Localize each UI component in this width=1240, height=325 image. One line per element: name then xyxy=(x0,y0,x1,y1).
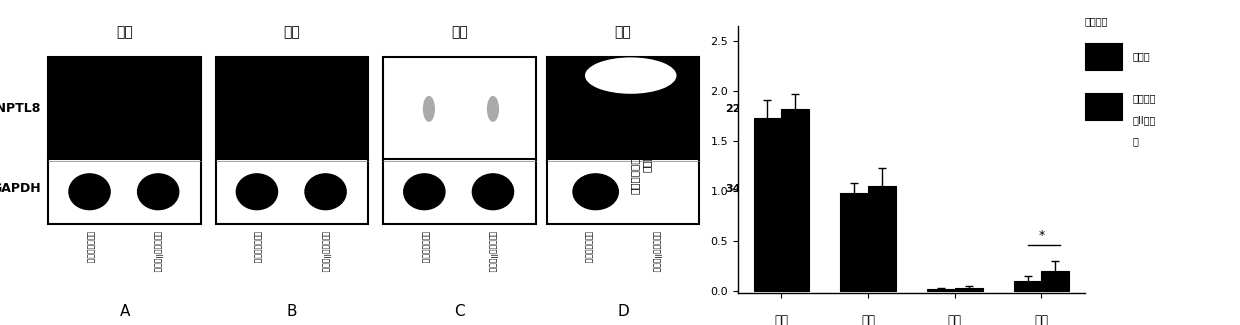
Text: 血管: 血管 xyxy=(615,25,631,40)
Ellipse shape xyxy=(237,174,278,210)
Bar xyxy=(547,159,699,224)
Bar xyxy=(841,193,868,291)
Text: 心脏: 心脏 xyxy=(451,25,467,40)
Text: 血管紧张素II灌注组: 血管紧张素II灌注组 xyxy=(652,231,661,272)
Text: 组: 组 xyxy=(1132,136,1138,146)
Ellipse shape xyxy=(487,96,498,122)
Text: 肾脏: 肾脏 xyxy=(861,314,875,325)
Bar xyxy=(1085,43,1122,70)
Text: 肝脏: 肝脏 xyxy=(774,314,789,325)
Bar xyxy=(216,159,368,224)
Bar xyxy=(48,57,201,161)
Bar xyxy=(955,288,982,291)
Text: 血管生成素样品蛋白8的
表达水平: 血管生成素样品蛋白8的 表达水平 xyxy=(630,125,651,194)
Text: 生理盐水灌注组: 生理盐水灌注组 xyxy=(86,231,94,263)
Bar xyxy=(1085,93,1122,120)
Text: 灌注组: 灌注组 xyxy=(1132,51,1151,61)
Bar xyxy=(868,186,895,291)
Text: 生理盐水灌注组: 生理盐水灌注组 xyxy=(253,231,262,263)
Bar xyxy=(383,57,536,161)
Text: A: A xyxy=(119,305,130,319)
Text: 生理盐水灌注组: 生理盐水灌注组 xyxy=(584,231,593,263)
Bar xyxy=(754,118,781,291)
Ellipse shape xyxy=(423,96,435,122)
Text: 血管: 血管 xyxy=(1034,314,1049,325)
Ellipse shape xyxy=(573,174,619,210)
Text: 生理盐水灌注组: 生理盐水灌注组 xyxy=(420,231,429,263)
Bar xyxy=(383,159,536,224)
Text: 肝脏: 肝脏 xyxy=(117,25,133,40)
Text: GAPDH: GAPDH xyxy=(0,182,41,195)
Bar xyxy=(48,159,201,224)
Bar xyxy=(547,57,699,161)
Ellipse shape xyxy=(69,174,110,210)
Text: 34KD: 34KD xyxy=(725,184,759,193)
Bar xyxy=(928,289,955,291)
Text: 肾脏: 肾脏 xyxy=(284,25,300,40)
Ellipse shape xyxy=(138,174,179,210)
Bar xyxy=(216,57,368,161)
Text: *: * xyxy=(1038,228,1044,241)
Bar xyxy=(1042,270,1069,291)
Ellipse shape xyxy=(305,174,346,210)
Text: ANPTL8: ANPTL8 xyxy=(0,102,41,115)
Text: 生理盐水: 生理盐水 xyxy=(1085,16,1109,26)
Ellipse shape xyxy=(585,58,677,94)
Text: 血管紧张素II灌注组: 血管紧张素II灌注组 xyxy=(489,231,497,272)
Text: 血管紧张素II灌注组: 血管紧张素II灌注组 xyxy=(321,231,330,272)
Text: 素II灌注: 素II灌注 xyxy=(1132,115,1156,125)
Text: D: D xyxy=(618,305,629,319)
Bar xyxy=(1014,280,1042,291)
Text: C: C xyxy=(454,305,465,319)
Bar xyxy=(781,109,808,291)
Text: 22KD: 22KD xyxy=(725,104,759,114)
Text: 血管紧张: 血管紧张 xyxy=(1132,94,1156,103)
Text: B: B xyxy=(286,305,298,319)
Text: 心脏: 心脏 xyxy=(947,314,962,325)
Text: 血管紧张素II灌注组: 血管紧张素II灌注组 xyxy=(154,231,162,272)
Ellipse shape xyxy=(472,174,513,210)
Ellipse shape xyxy=(404,174,445,210)
